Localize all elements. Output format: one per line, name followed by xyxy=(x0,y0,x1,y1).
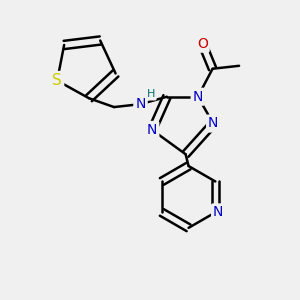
Text: N: N xyxy=(213,206,224,219)
Text: H: H xyxy=(147,89,155,99)
Text: N: N xyxy=(135,97,146,111)
Text: N: N xyxy=(208,116,218,130)
Text: N: N xyxy=(147,123,157,137)
Text: N: N xyxy=(193,90,203,104)
Text: O: O xyxy=(197,37,208,51)
Text: S: S xyxy=(52,73,62,88)
